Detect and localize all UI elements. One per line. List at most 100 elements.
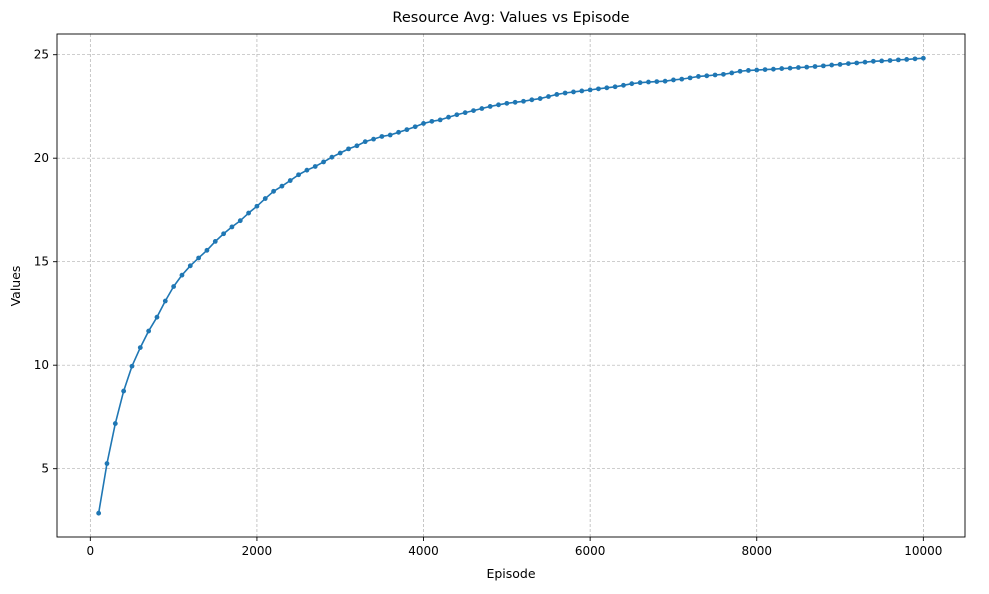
data-point bbox=[754, 67, 760, 73]
data-point bbox=[687, 75, 693, 81]
data-point bbox=[537, 96, 543, 101]
data-point bbox=[321, 159, 326, 165]
data-point bbox=[895, 57, 901, 63]
data-point bbox=[604, 85, 610, 91]
data-point bbox=[579, 88, 585, 94]
data-point bbox=[237, 218, 243, 224]
data-point bbox=[646, 79, 651, 85]
data-point bbox=[512, 99, 518, 105]
data-point bbox=[204, 247, 210, 253]
data-point bbox=[196, 255, 202, 261]
data-point bbox=[554, 92, 560, 97]
data-point bbox=[112, 421, 118, 426]
y-tick-label: 20 bbox=[34, 151, 49, 165]
data-point bbox=[829, 62, 835, 68]
data-point bbox=[546, 94, 551, 99]
axes-frame bbox=[56, 33, 966, 538]
data-point bbox=[621, 82, 626, 88]
data-point bbox=[571, 89, 576, 95]
data-point bbox=[612, 84, 618, 90]
data-point bbox=[496, 102, 501, 108]
y-tick-label: 10 bbox=[34, 358, 49, 372]
data-point bbox=[671, 77, 676, 83]
data-point bbox=[371, 136, 376, 142]
data-point bbox=[454, 112, 460, 118]
data-point bbox=[254, 203, 260, 209]
data-point bbox=[187, 263, 193, 269]
series-layer bbox=[96, 55, 926, 516]
data-point bbox=[521, 98, 526, 104]
data-point bbox=[346, 146, 351, 152]
data-point bbox=[854, 60, 860, 66]
data-point bbox=[679, 76, 685, 82]
data-point bbox=[304, 167, 310, 173]
data-point bbox=[246, 210, 251, 216]
data-point bbox=[812, 64, 818, 69]
data-point bbox=[362, 139, 368, 145]
data-point bbox=[471, 108, 476, 113]
data-point bbox=[779, 66, 785, 71]
y-tick-label: 5 bbox=[41, 462, 49, 476]
data-point bbox=[637, 80, 643, 86]
data-point bbox=[696, 74, 701, 79]
data-point bbox=[421, 121, 426, 126]
data-point bbox=[920, 55, 926, 61]
data-point bbox=[562, 90, 568, 96]
data-point bbox=[870, 58, 876, 64]
data-point bbox=[229, 224, 235, 230]
data-point bbox=[737, 68, 743, 74]
data-point bbox=[379, 134, 385, 139]
chart-title: Resource Avg: Values vs Episode bbox=[392, 10, 629, 26]
data-point bbox=[171, 284, 177, 289]
data-point bbox=[729, 70, 735, 76]
data-point bbox=[354, 143, 360, 149]
data-point bbox=[654, 79, 660, 85]
data-point bbox=[904, 57, 910, 62]
data-point bbox=[337, 150, 343, 156]
grid bbox=[57, 34, 965, 537]
data-point bbox=[212, 239, 218, 244]
data-point bbox=[404, 127, 410, 133]
data-point bbox=[462, 110, 468, 116]
data-point bbox=[296, 172, 301, 178]
data-point bbox=[146, 328, 152, 334]
x-tick-label: 2000 bbox=[242, 544, 273, 558]
x-tick-label: 10000 bbox=[904, 544, 942, 558]
data-point bbox=[96, 510, 102, 516]
data-point bbox=[912, 56, 918, 62]
data-point bbox=[221, 231, 227, 237]
data-point bbox=[479, 106, 485, 111]
data-point bbox=[287, 178, 293, 183]
data-point bbox=[837, 62, 843, 67]
plot-frame bbox=[56, 33, 966, 538]
data-point bbox=[329, 154, 335, 160]
data-point bbox=[887, 58, 893, 63]
y-tick-label: 25 bbox=[34, 48, 49, 62]
data-point bbox=[746, 68, 751, 73]
data-point bbox=[487, 104, 493, 109]
x-tick-label: 8000 bbox=[741, 544, 772, 558]
data-point bbox=[446, 114, 451, 120]
data-point bbox=[795, 65, 801, 70]
y-tick-label: 15 bbox=[34, 255, 49, 269]
data-point bbox=[129, 363, 135, 369]
data-point bbox=[121, 388, 127, 394]
data-point bbox=[787, 65, 793, 71]
data-point bbox=[862, 59, 868, 65]
data-point bbox=[845, 61, 851, 67]
data-point bbox=[596, 86, 601, 92]
data-point bbox=[879, 58, 885, 64]
data-point bbox=[154, 314, 160, 320]
data-point bbox=[387, 132, 393, 138]
data-point bbox=[137, 345, 143, 350]
data-point bbox=[279, 183, 285, 189]
data-point bbox=[712, 72, 718, 78]
x-axis-label: Episode bbox=[486, 566, 535, 581]
y-axis-label: Values bbox=[8, 266, 23, 307]
data-point bbox=[437, 117, 443, 123]
data-point bbox=[721, 71, 726, 77]
data-point bbox=[820, 63, 826, 69]
x-tick-label: 4000 bbox=[408, 544, 439, 558]
